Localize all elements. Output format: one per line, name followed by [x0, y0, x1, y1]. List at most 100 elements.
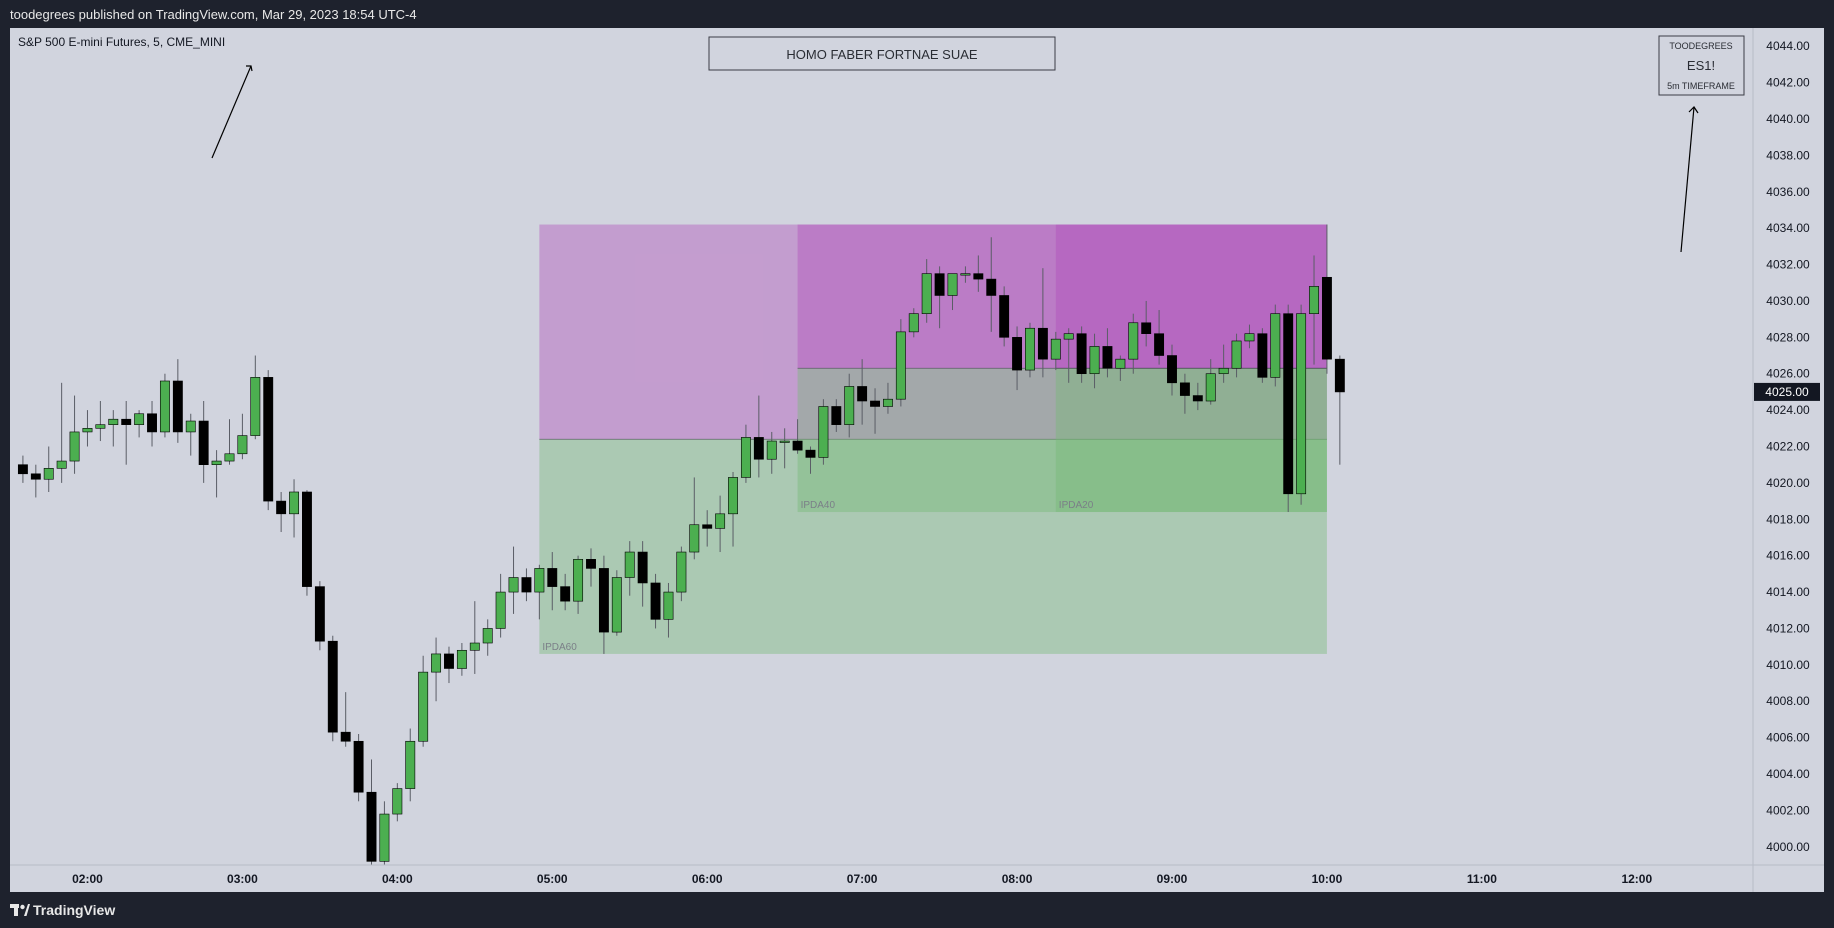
- price-tick-label: 4034.00: [1766, 221, 1810, 235]
- price-tick-label: 4038.00: [1766, 148, 1810, 162]
- candle-body-54: [715, 513, 726, 529]
- zone-label-1: IPDA40: [801, 500, 836, 511]
- banner-text: HOMO FABER FORTNAE SUAE: [786, 47, 978, 62]
- arrow-head-left: [246, 65, 253, 72]
- candle-body-78: [1025, 327, 1035, 371]
- candle-body-45: [598, 568, 609, 633]
- candle-body-70: [921, 273, 932, 314]
- price-tick-label: 4016.00: [1766, 549, 1810, 563]
- badge-bottom: 5m TIMEFRAME: [1667, 81, 1735, 91]
- candle-body-5: [82, 428, 93, 433]
- candle-body-68: [895, 331, 906, 400]
- candle-body-100: [1309, 286, 1319, 314]
- chart-frame[interactable]: IPDA60 IPDA40 IPDA20 HOMO FABER FORTNAE SU…: [10, 28, 1824, 892]
- candle-body-32: [431, 653, 442, 673]
- candle-body-72: [947, 273, 958, 296]
- candle-body-95: [1244, 333, 1255, 342]
- candle-body-58: [766, 440, 777, 460]
- candle-body-48: [637, 551, 648, 584]
- price-tick-label: 4004.00: [1766, 767, 1810, 781]
- candle-body-31: [418, 671, 429, 742]
- tradingview-logo-icon: [10, 904, 30, 916]
- candle-body-59: [779, 440, 790, 443]
- candle-body-73: [960, 273, 971, 276]
- candle-body-65: [857, 386, 868, 402]
- time-tick-label: 06:00: [692, 872, 723, 886]
- candle-body-62: [818, 406, 829, 458]
- candle-body-23: [314, 586, 325, 642]
- candle-body-28: [379, 813, 390, 862]
- candle-body-56: [740, 437, 751, 478]
- badge-middle: ES1!: [1687, 58, 1715, 73]
- candle-body-51: [676, 551, 687, 593]
- chart-svg[interactable]: IPDA60 IPDA40 IPDA20 HOMO FABER FORTNAE SU…: [10, 28, 1824, 892]
- annotations: [211, 65, 1699, 253]
- price-tick-label: 4006.00: [1766, 731, 1810, 745]
- time-tick-label: 07:00: [847, 872, 878, 886]
- price-tick-label: 4022.00: [1766, 440, 1810, 454]
- candle-body-97: [1270, 313, 1281, 378]
- candle-body-74: [973, 273, 984, 280]
- publish-line: toodegrees published on TradingView.com,…: [10, 7, 417, 22]
- candle-body-96: [1257, 333, 1268, 378]
- candle-body-44: [586, 559, 596, 569]
- arrow-line-left: [211, 65, 252, 159]
- price-tick-label: 4002.00: [1766, 803, 1810, 817]
- candle-body-82: [1076, 333, 1087, 375]
- price-axis[interactable]: 4000.00 4002.00 4004.00 4006.00 4008.00 4010.…: [1766, 39, 1810, 854]
- candle-body-39: [521, 577, 532, 593]
- candle-body-36: [482, 628, 493, 644]
- candle-body-46: [611, 577, 622, 633]
- candle-body-18: [250, 377, 261, 436]
- time-tick-label: 02:00: [72, 872, 103, 886]
- candle-body-91: [1192, 395, 1203, 402]
- price-tick-label: 4026.00: [1766, 367, 1810, 381]
- time-tick-label: 09:00: [1157, 872, 1188, 886]
- candle-body-37: [495, 591, 506, 629]
- publish-bar: toodegrees published on TradingView.com,…: [0, 0, 1834, 28]
- candle-body-41: [547, 568, 558, 587]
- candle-body-89: [1167, 355, 1177, 384]
- candle-body-29: [392, 788, 403, 815]
- candle-body-25: [340, 731, 351, 742]
- candle-body-13: [185, 420, 196, 433]
- price-tick-label: 4024.00: [1766, 403, 1810, 417]
- candle-body-49: [650, 582, 661, 620]
- current-price-label: 4025.00: [1765, 385, 1809, 399]
- candle-body-83: [1089, 346, 1100, 375]
- candle-body-38: [508, 577, 519, 593]
- candle-body-9: [134, 413, 145, 425]
- time-axis[interactable]: 02:00 03:00 04:00 05:00 06:00 07:00 08:00 09:00…: [72, 872, 1652, 886]
- candle-body-19: [263, 377, 274, 502]
- candle-body-27: [366, 791, 377, 862]
- candle-body-55: [728, 477, 738, 515]
- candle-body-22: [302, 491, 312, 587]
- time-tick-label: 12:00: [1621, 872, 1652, 886]
- candle-body-16: [224, 453, 235, 462]
- candle-body-64: [844, 386, 855, 425]
- price-tick-label: 4008.00: [1766, 694, 1810, 708]
- candle-body-47: [624, 551, 635, 578]
- candle-body-94: [1231, 340, 1242, 369]
- time-tick-label: 03:00: [227, 872, 258, 886]
- candle-body-34: [456, 649, 467, 669]
- candle-body-20: [276, 500, 287, 515]
- candle-body-21: [289, 491, 299, 515]
- time-tick-label: 05:00: [537, 872, 568, 886]
- price-tick-label: 4030.00: [1766, 294, 1810, 308]
- candle-body-77: [1012, 337, 1023, 371]
- candle-body-63: [831, 406, 842, 425]
- time-tick-label: 10:00: [1312, 872, 1343, 886]
- candle-body-93: [1218, 367, 1229, 375]
- time-tick-label: 11:00: [1467, 872, 1497, 886]
- candle-body-61: [805, 449, 816, 458]
- candle-body-7: [108, 418, 119, 425]
- candle-body-81: [1063, 333, 1074, 340]
- candle-body-86: [1128, 322, 1139, 360]
- candle-body-71: [934, 273, 945, 296]
- candle-body-69: [908, 313, 919, 333]
- zone-premium-0: [539, 224, 1327, 440]
- zone-discount-2: [1055, 368, 1327, 513]
- candle-body-66: [870, 400, 880, 407]
- zone-discount-1: [797, 368, 1327, 513]
